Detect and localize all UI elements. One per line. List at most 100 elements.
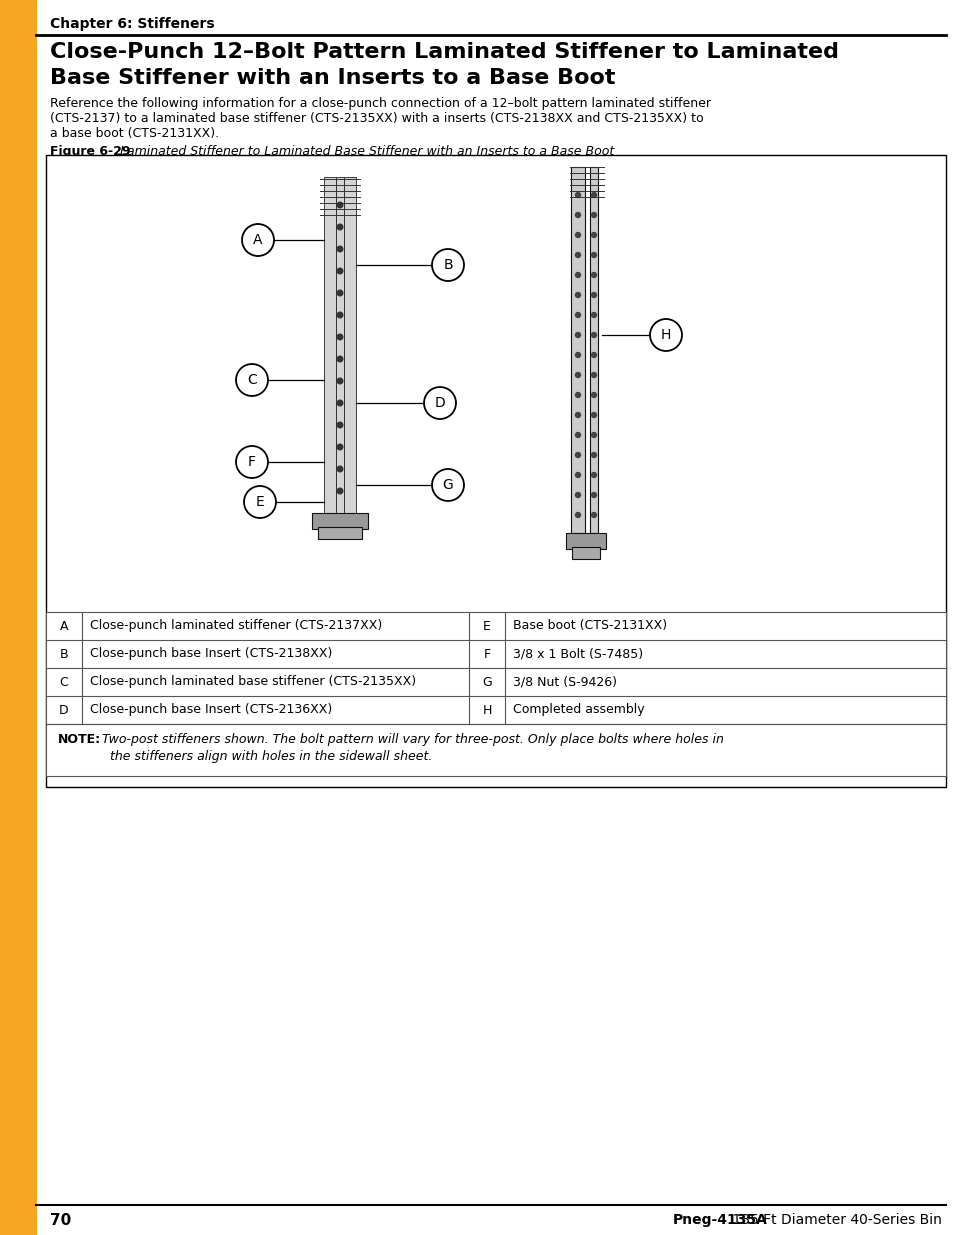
Circle shape — [432, 469, 463, 501]
Circle shape — [336, 335, 342, 340]
Text: D: D — [59, 704, 69, 716]
Text: 3/8 x 1 Bolt (S-7485): 3/8 x 1 Bolt (S-7485) — [513, 647, 642, 661]
Circle shape — [244, 487, 275, 517]
Text: Base Stiffener with an Inserts to a Base Boot: Base Stiffener with an Inserts to a Base… — [50, 68, 615, 88]
Circle shape — [575, 293, 579, 298]
Circle shape — [242, 224, 274, 256]
Circle shape — [575, 432, 579, 437]
Text: (CTS-2137) to a laminated base stiffener (CTS-2135XX) with a inserts (CTS-2138XX: (CTS-2137) to a laminated base stiffener… — [50, 112, 703, 125]
Text: A: A — [60, 620, 69, 632]
Circle shape — [336, 203, 342, 207]
Text: a base boot (CTS-2131XX).: a base boot (CTS-2131XX). — [50, 127, 219, 140]
Text: NOTE:: NOTE: — [58, 734, 101, 746]
Bar — [571, 167, 584, 534]
Circle shape — [336, 422, 342, 427]
Text: 135 Ft Diameter 40-Series Bin: 135 Ft Diameter 40-Series Bin — [727, 1213, 941, 1228]
Circle shape — [432, 249, 463, 282]
Text: F: F — [248, 454, 255, 469]
Text: Close-punch laminated stiffener (CTS-2137XX): Close-punch laminated stiffener (CTS-213… — [90, 620, 382, 632]
Circle shape — [336, 290, 342, 296]
Text: Laminated Stiffener to Laminated Base Stiffener with an Inserts to a Base Boot: Laminated Stiffener to Laminated Base St… — [112, 144, 614, 158]
Text: 3/8 Nut (S-9426): 3/8 Nut (S-9426) — [513, 676, 617, 688]
Circle shape — [575, 373, 579, 378]
Bar — [324, 177, 335, 513]
Circle shape — [235, 446, 268, 478]
Circle shape — [575, 252, 579, 258]
Circle shape — [591, 252, 596, 258]
Text: Base boot (CTS-2131XX): Base boot (CTS-2131XX) — [513, 620, 666, 632]
Text: H: H — [660, 329, 671, 342]
Circle shape — [336, 445, 342, 450]
Text: Close-punch base Insert (CTS-2136XX): Close-punch base Insert (CTS-2136XX) — [90, 704, 332, 716]
Text: G: G — [481, 676, 492, 688]
Circle shape — [336, 400, 342, 406]
Text: G: G — [442, 478, 453, 492]
Circle shape — [336, 246, 342, 252]
Circle shape — [591, 273, 596, 278]
Circle shape — [235, 364, 268, 396]
Circle shape — [575, 332, 579, 337]
Text: Close-punch base Insert (CTS-2138XX): Close-punch base Insert (CTS-2138XX) — [90, 647, 332, 661]
Circle shape — [336, 312, 342, 317]
Circle shape — [336, 268, 342, 274]
Circle shape — [591, 432, 596, 437]
Bar — [317, 527, 361, 538]
Bar — [565, 534, 605, 550]
Circle shape — [591, 452, 596, 457]
Text: E: E — [482, 620, 491, 632]
Circle shape — [336, 466, 342, 472]
Bar — [46, 640, 945, 668]
Text: Two-post stiffeners shown. The bolt pattern will vary for three-post. Only place: Two-post stiffeners shown. The bolt patt… — [98, 734, 723, 746]
Text: Chapter 6: Stiffeners: Chapter 6: Stiffeners — [50, 17, 214, 31]
Circle shape — [591, 332, 596, 337]
Circle shape — [575, 312, 579, 317]
Bar — [46, 613, 945, 640]
Text: B: B — [60, 647, 69, 661]
Bar — [344, 177, 355, 513]
Circle shape — [423, 387, 456, 419]
Bar — [312, 513, 368, 529]
Text: Close-punch laminated base stiffener (CTS-2135XX): Close-punch laminated base stiffener (CT… — [90, 676, 416, 688]
Bar — [335, 177, 344, 513]
Circle shape — [336, 378, 342, 384]
Circle shape — [575, 352, 579, 357]
Circle shape — [336, 488, 342, 494]
Circle shape — [591, 373, 596, 378]
Text: Figure 6-29: Figure 6-29 — [50, 144, 131, 158]
Text: E: E — [255, 495, 264, 509]
Bar — [46, 724, 945, 776]
Text: A: A — [253, 233, 262, 247]
Circle shape — [575, 232, 579, 237]
Text: Close-Punch 12–Bolt Pattern Laminated Stiffener to Laminated: Close-Punch 12–Bolt Pattern Laminated St… — [50, 42, 838, 62]
Circle shape — [591, 412, 596, 417]
Bar — [589, 167, 598, 534]
Bar — [572, 547, 599, 559]
Text: F: F — [483, 647, 490, 661]
Circle shape — [575, 513, 579, 517]
Text: Pneg-4135A: Pneg-4135A — [673, 1213, 767, 1228]
Circle shape — [591, 352, 596, 357]
Text: C: C — [247, 373, 256, 387]
Circle shape — [591, 513, 596, 517]
Bar — [46, 668, 945, 697]
Text: Completed assembly: Completed assembly — [513, 704, 644, 716]
Text: C: C — [59, 676, 69, 688]
Text: B: B — [443, 258, 453, 272]
Circle shape — [336, 356, 342, 362]
Circle shape — [575, 193, 579, 198]
Text: Reference the following information for a close-punch connection of a 12–bolt pa: Reference the following information for … — [50, 98, 710, 110]
Circle shape — [649, 319, 681, 351]
Text: 70: 70 — [50, 1213, 71, 1228]
Text: the stiffeners align with holes in the sidewall sheet.: the stiffeners align with holes in the s… — [110, 750, 432, 763]
Text: D: D — [435, 396, 445, 410]
Circle shape — [591, 393, 596, 398]
Circle shape — [591, 293, 596, 298]
Circle shape — [575, 493, 579, 498]
Circle shape — [575, 212, 579, 217]
Circle shape — [575, 273, 579, 278]
Circle shape — [575, 412, 579, 417]
Circle shape — [591, 493, 596, 498]
Text: H: H — [482, 704, 491, 716]
Circle shape — [575, 473, 579, 478]
Circle shape — [591, 312, 596, 317]
